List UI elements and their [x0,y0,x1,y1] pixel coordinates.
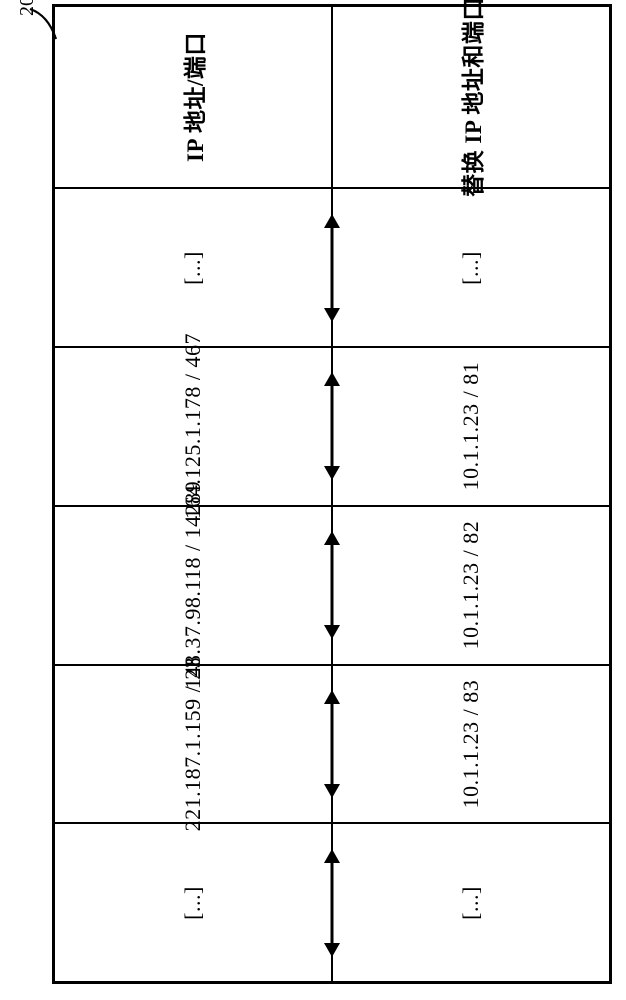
table-row: [...] [...] [55,189,609,348]
table-header-row: IP 地址/端口 替换 IP 地址和端口 [55,7,609,189]
table-row: 164.125.1.178 / 467 10.1.1.23 / 81 [55,348,609,507]
left-cell-text: [...] [180,251,206,285]
right-cell: [...] [333,824,609,981]
right-header-text: 替换 IP 地址和端口 [454,0,488,197]
left-cell: [...] [55,189,333,346]
mapping-arrow-icon [320,214,344,322]
left-cell: 148.37.98.118 / 14289 [55,507,333,664]
left-header-cell: IP 地址/端口 [55,7,333,187]
right-cell: [...] [333,189,609,346]
left-header-text: IP 地址/端口 [176,32,210,162]
right-cell-text: 10.1.1.23 / 83 [458,680,484,809]
right-cell-text: [...] [458,251,484,285]
left-cell: 221.187.1.159 / 23 [55,666,333,823]
left-cell-text: 221.187.1.159 / 23 [180,657,206,832]
right-cell: 10.1.1.23 / 82 [333,507,609,664]
left-cell-text: [...] [180,886,206,920]
mapping-arrow-icon [320,690,344,798]
table-row: 148.37.98.118 / 14289 10.1.1.23 / 82 [55,507,609,666]
right-cell-text: [...] [458,886,484,920]
mapping-arrow-icon [320,531,344,639]
figure-canvas: 200 IP 地址/端口 替换 IP 地址和端口 [...] [...] [0,0,626,1000]
right-header-cell: 替换 IP 地址和端口 [333,7,609,187]
mapping-arrow-icon [320,849,344,957]
table-row: 221.187.1.159 / 23 10.1.1.23 / 83 [55,666,609,825]
right-cell-text: 10.1.1.23 / 81 [458,362,484,491]
right-cell: 10.1.1.23 / 83 [333,666,609,823]
nat-mapping-table: IP 地址/端口 替换 IP 地址和端口 [...] [...] [52,4,612,984]
table-row: [...] [...] [55,824,609,981]
right-cell: 10.1.1.23 / 81 [333,348,609,505]
right-cell-text: 10.1.1.23 / 82 [458,521,484,650]
mapping-arrow-icon [320,372,344,480]
left-cell: [...] [55,824,333,981]
